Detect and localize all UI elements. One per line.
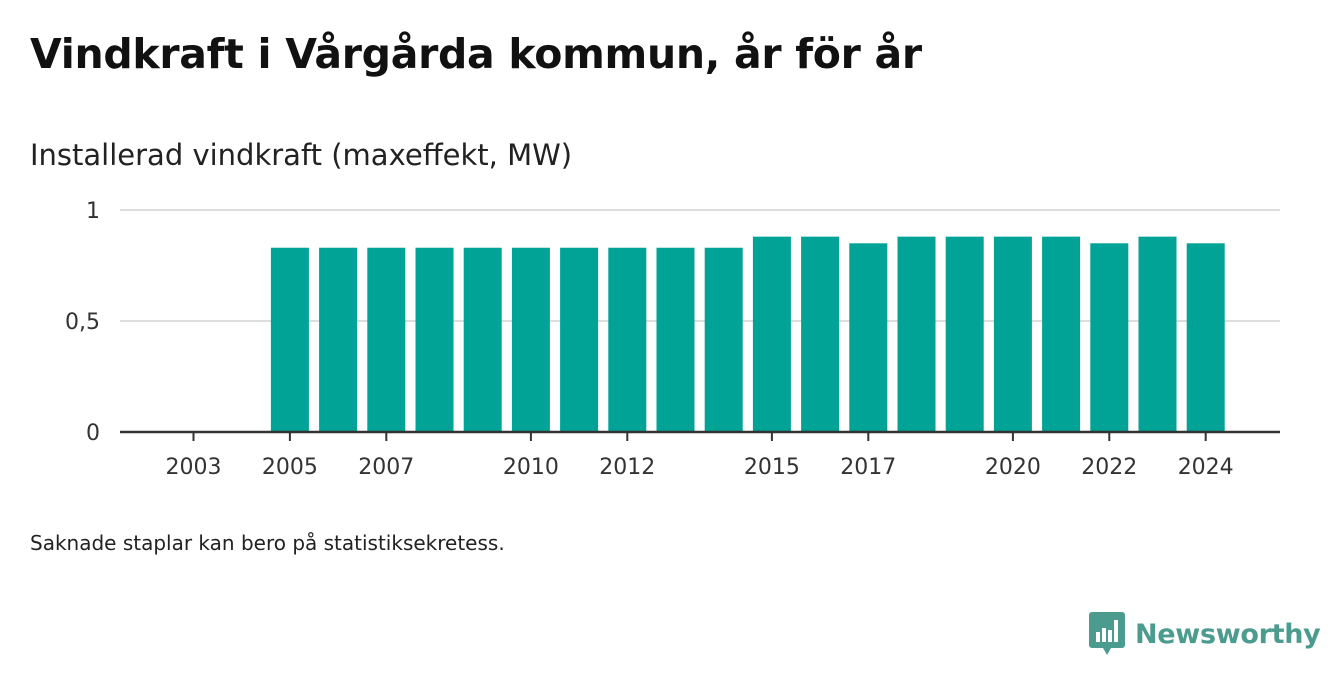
newsworthy-chat-bars-icon bbox=[1089, 612, 1125, 655]
bar-2016 bbox=[801, 236, 840, 432]
y-tick-label: 1 bbox=[86, 199, 100, 224]
x-tick-label: 2003 bbox=[166, 455, 222, 480]
x-tick-label: 2022 bbox=[1081, 455, 1137, 480]
bar-2006 bbox=[319, 247, 358, 432]
x-tick-label: 2005 bbox=[262, 455, 318, 480]
bar-2024 bbox=[1186, 243, 1225, 432]
y-tick-label: 0,5 bbox=[65, 310, 100, 335]
x-tick-label: 2017 bbox=[840, 455, 896, 480]
bar-2008 bbox=[415, 247, 454, 432]
x-tick-label: 2024 bbox=[1178, 455, 1234, 480]
chart-title: Vindkraft i Vårgårda kommun, år för år bbox=[30, 30, 922, 78]
bar-2013 bbox=[656, 247, 695, 432]
bar-2017 bbox=[849, 243, 888, 432]
footnote: Saknade staplar kan bero på statistiksek… bbox=[30, 531, 505, 555]
bar-2018 bbox=[897, 236, 936, 432]
bar-2011 bbox=[560, 247, 599, 432]
bar-2019 bbox=[945, 236, 984, 432]
x-tick-label: 2020 bbox=[985, 455, 1041, 480]
y-axis-label: Installerad vindkraft (maxeffekt, MW) bbox=[30, 138, 573, 172]
bar-2023 bbox=[1138, 236, 1177, 432]
bar-2022 bbox=[1090, 243, 1129, 432]
bar-2007 bbox=[367, 247, 406, 432]
bar-2009 bbox=[463, 247, 502, 432]
bar-2014 bbox=[704, 247, 743, 432]
x-tick-label: 2010 bbox=[503, 455, 559, 480]
brand-name: Newsworthy bbox=[1135, 618, 1321, 650]
x-tick-label: 2007 bbox=[358, 455, 414, 480]
x-tick-label: 2012 bbox=[599, 455, 655, 480]
bar-2005 bbox=[270, 247, 309, 432]
x-tick-label: 2015 bbox=[744, 455, 800, 480]
bar-2015 bbox=[752, 236, 791, 432]
bar-2020 bbox=[993, 236, 1032, 432]
bar-chart: 0 0,5 1 2003 2005 2007 2010 2012 2015 2017 2020 202… bbox=[65, 199, 1280, 480]
y-tick-label: 0 bbox=[86, 421, 100, 446]
bar-2010 bbox=[511, 247, 550, 432]
bar-2021 bbox=[1042, 236, 1081, 432]
brand-logo: Newsworthy bbox=[1089, 612, 1321, 656]
bar-2012 bbox=[608, 247, 647, 432]
